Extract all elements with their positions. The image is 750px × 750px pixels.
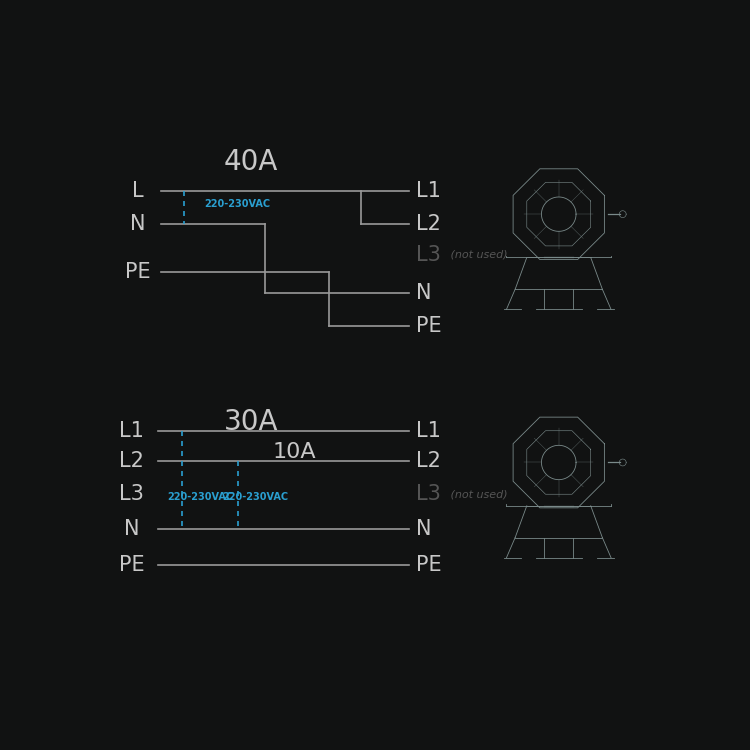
Text: 220-230VAC: 220-230VAC	[204, 199, 270, 208]
Text: L1: L1	[119, 421, 144, 441]
Text: L3: L3	[119, 484, 144, 504]
Text: 30A: 30A	[224, 408, 278, 436]
Text: L2: L2	[416, 214, 441, 234]
Text: L3: L3	[416, 484, 441, 504]
Text: L1: L1	[416, 421, 441, 441]
Text: N: N	[130, 214, 145, 234]
Text: 220-230VAC: 220-230VAC	[222, 492, 289, 502]
Text: L2: L2	[416, 451, 441, 471]
Text: PE: PE	[124, 262, 150, 282]
Text: PE: PE	[416, 555, 442, 574]
Text: N: N	[124, 519, 140, 539]
Text: 220-230VAC: 220-230VAC	[167, 492, 233, 502]
Text: 10A: 10A	[272, 442, 316, 462]
Text: L2: L2	[119, 451, 144, 471]
Text: L3: L3	[416, 244, 441, 265]
Text: (not used): (not used)	[446, 489, 507, 500]
Text: 40A: 40A	[224, 148, 278, 176]
Text: N: N	[416, 519, 432, 539]
Text: (not used): (not used)	[446, 250, 507, 259]
Text: PE: PE	[416, 316, 442, 335]
Text: PE: PE	[118, 555, 144, 574]
Text: N: N	[416, 284, 432, 303]
Text: L1: L1	[416, 181, 441, 201]
Text: L: L	[131, 181, 143, 201]
